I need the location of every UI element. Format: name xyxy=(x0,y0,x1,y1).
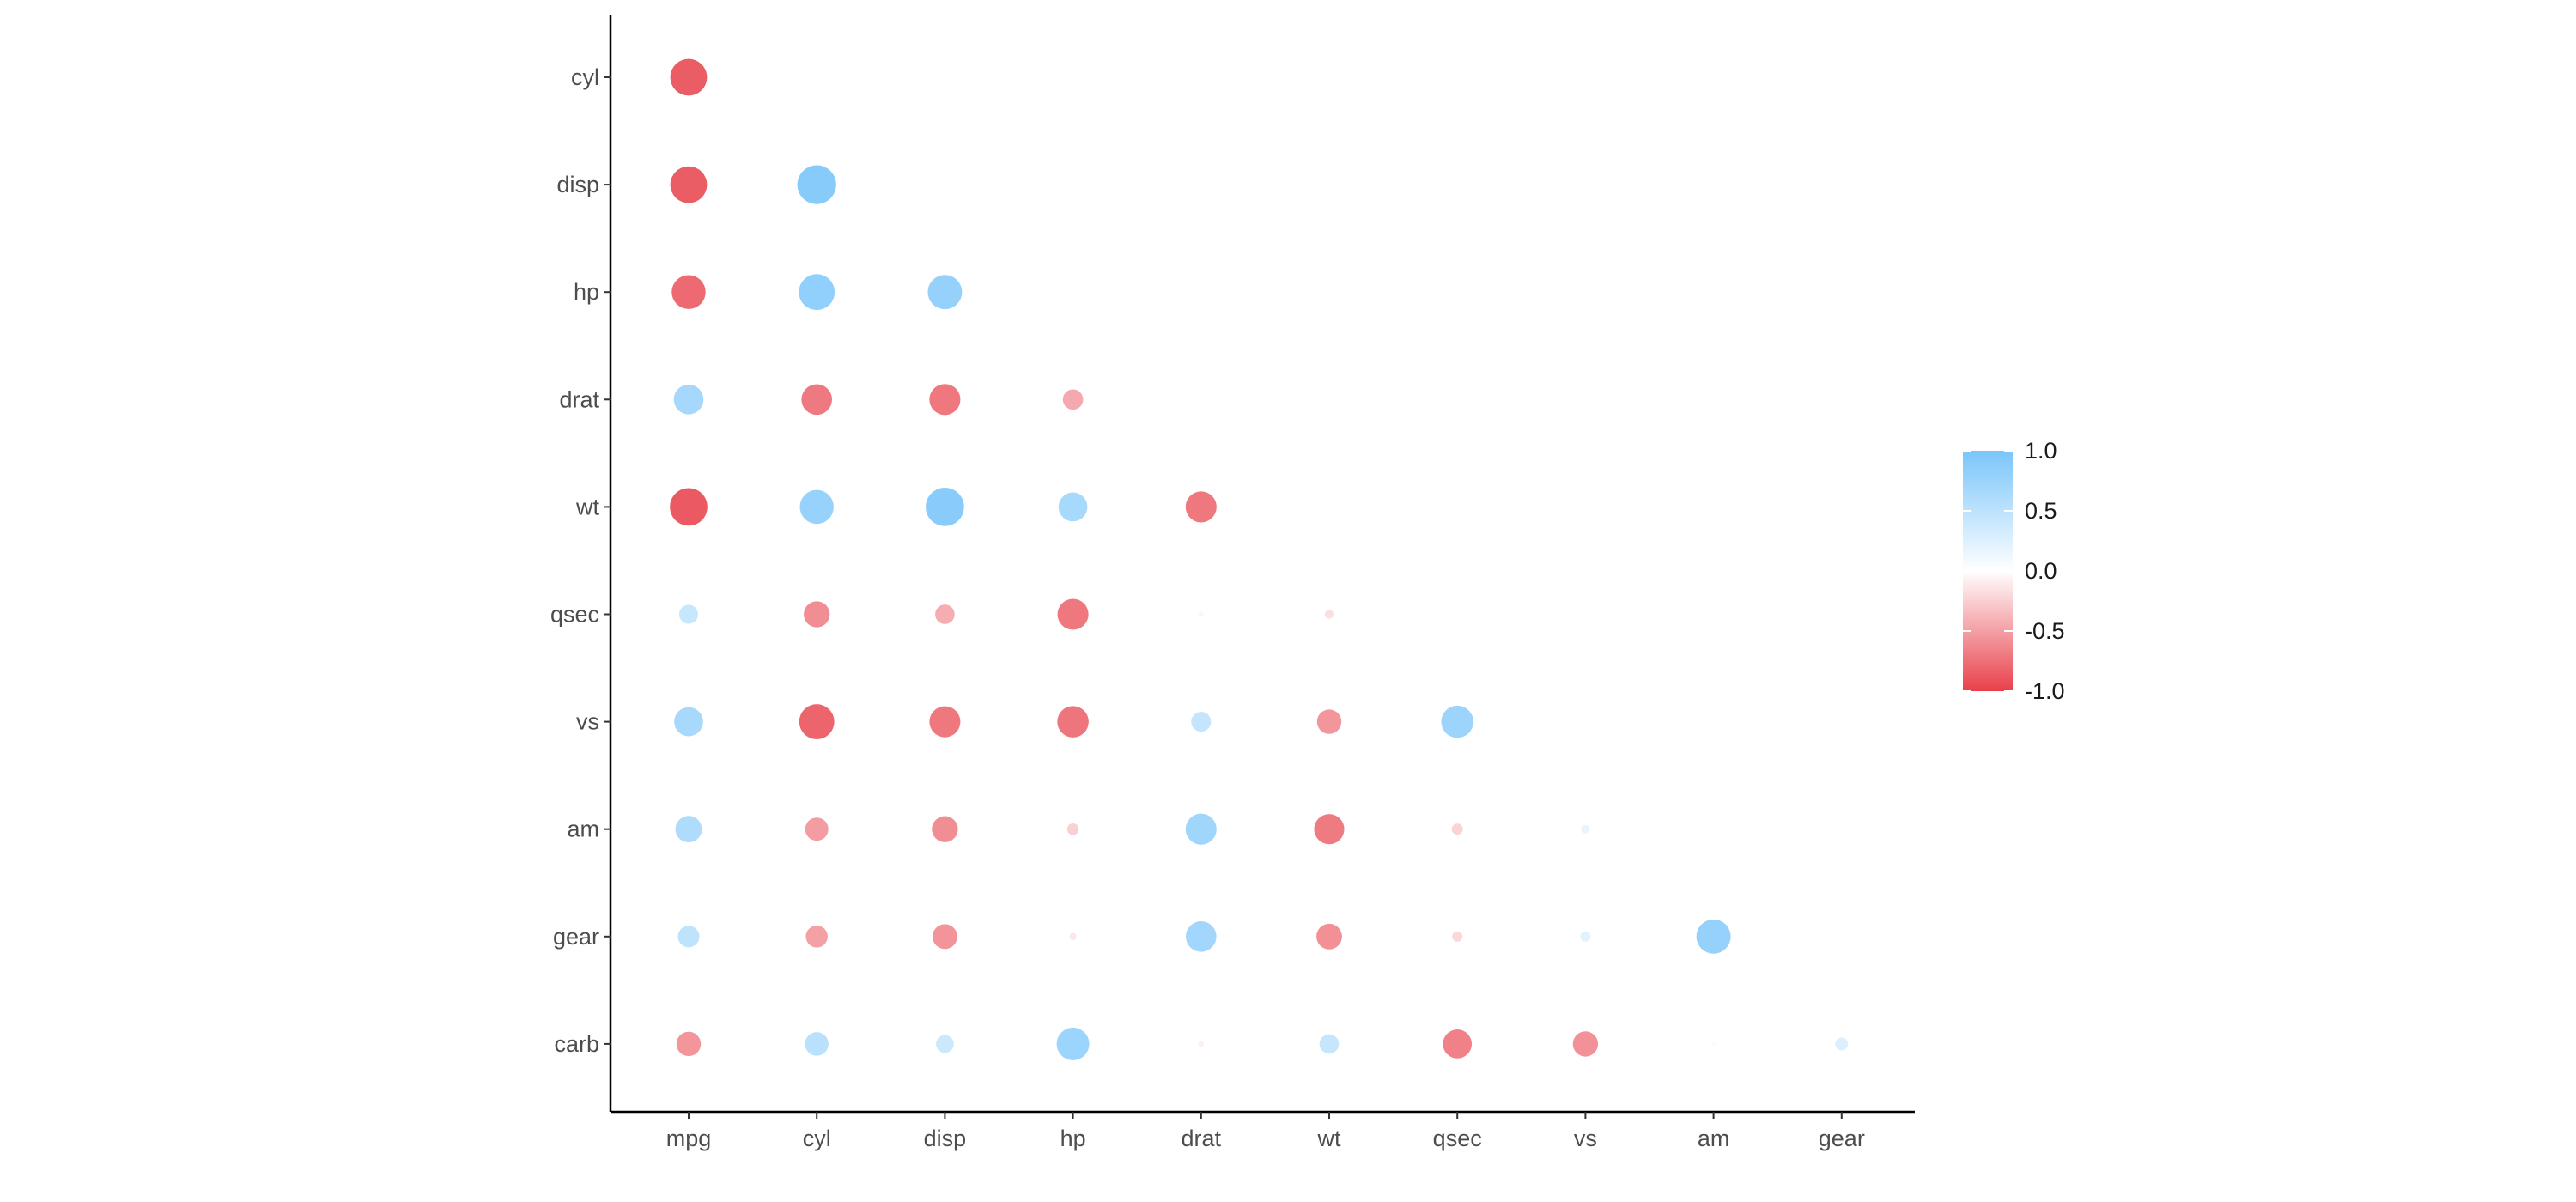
x-tick-label-vs: vs xyxy=(1574,1126,1597,1151)
x-tick-label-cyl: cyl xyxy=(803,1126,831,1151)
point-cyl-disp xyxy=(797,165,836,204)
point-vs-gear xyxy=(1580,931,1591,942)
y-tick-label-am: am xyxy=(567,817,599,842)
y-tick-label-gear: gear xyxy=(553,924,599,950)
point-hp-gear xyxy=(1069,932,1077,940)
point-cyl-wt xyxy=(799,489,834,525)
x-tick-label-gear: gear xyxy=(1819,1126,1865,1151)
point-disp-wt xyxy=(926,488,964,526)
point-cyl-gear xyxy=(805,926,828,948)
point-qsec-gear xyxy=(1452,931,1463,942)
legend-tick-label: 0.0 xyxy=(2025,558,2057,584)
point-hp-wt xyxy=(1058,492,1088,522)
point-hp-am xyxy=(1066,823,1079,835)
point-mpg-qsec xyxy=(678,604,699,624)
y-tick-label-qsec: qsec xyxy=(550,602,599,628)
point-disp-vs xyxy=(929,706,961,738)
point-qsec-am xyxy=(1451,823,1463,835)
y-tick-label-vs: vs xyxy=(576,709,599,735)
point-cyl-am xyxy=(805,817,829,841)
point-drat-qsec xyxy=(1198,611,1204,617)
point-mpg-cyl xyxy=(670,58,708,96)
x-tick-label-wt: wt xyxy=(1317,1126,1341,1151)
x-tick-label-mpg: mpg xyxy=(666,1126,712,1151)
points-layer xyxy=(670,58,1849,1060)
point-hp-carb xyxy=(1056,1027,1090,1060)
point-drat-carb xyxy=(1198,1041,1204,1047)
point-wt-vs xyxy=(1316,709,1342,734)
point-mpg-gear xyxy=(677,926,700,948)
point-qsec-carb xyxy=(1443,1029,1473,1059)
point-hp-vs xyxy=(1057,706,1089,738)
point-disp-hp xyxy=(927,275,963,310)
y-tick-label-carb: carb xyxy=(554,1031,599,1057)
point-disp-drat xyxy=(929,384,961,416)
legend-tick-label: -1.0 xyxy=(2025,678,2065,704)
point-drat-vs xyxy=(1191,712,1212,732)
y-ticks: cyl disp hp drat wt qsec vs am gear carb xyxy=(550,64,611,1057)
point-wt-qsec xyxy=(1324,610,1334,619)
point-disp-am xyxy=(932,816,958,842)
x-tick-label-drat: drat xyxy=(1182,1126,1222,1151)
point-cyl-hp xyxy=(799,274,835,311)
y-tick-label-drat: drat xyxy=(559,386,599,412)
legend-tick-label: -0.5 xyxy=(2025,618,2065,644)
y-tick-label-hp: hp xyxy=(574,279,599,305)
point-hp-qsec xyxy=(1057,598,1089,630)
legend-tick-label: 1.0 xyxy=(2025,438,2057,464)
point-disp-gear xyxy=(932,924,957,950)
y-tick-label-disp: disp xyxy=(556,172,599,197)
point-mpg-drat xyxy=(673,384,704,415)
point-mpg-disp xyxy=(670,166,708,203)
legend-ticks: 1.0 0.5 0.0 -0.5 -1.0 xyxy=(1963,438,2065,704)
legend-tick-label: 0.5 xyxy=(2025,498,2057,524)
point-cyl-carb xyxy=(805,1032,829,1056)
point-gear-carb xyxy=(1835,1037,1849,1051)
point-am-carb xyxy=(1711,1041,1716,1047)
point-mpg-am xyxy=(675,816,702,843)
point-wt-carb xyxy=(1319,1034,1340,1054)
x-ticks: mpg cyl disp hp drat wt qsec vs am gear xyxy=(666,1112,1865,1151)
color-legend: 1.0 0.5 0.0 -0.5 -1.0 xyxy=(1963,438,2065,704)
x-tick-label-am: am xyxy=(1698,1126,1730,1151)
point-disp-carb xyxy=(936,1035,954,1053)
point-qsec-vs xyxy=(1441,705,1473,738)
point-disp-qsec xyxy=(935,604,955,624)
point-mpg-hp xyxy=(671,275,706,309)
point-drat-am xyxy=(1185,813,1217,845)
point-mpg-vs xyxy=(674,707,703,737)
point-vs-am xyxy=(1581,824,1590,834)
y-tick-label-cyl: cyl xyxy=(571,64,599,90)
point-am-gear xyxy=(1696,919,1731,954)
x-tick-label-hp: hp xyxy=(1060,1126,1086,1151)
point-wt-am xyxy=(1314,814,1345,845)
point-cyl-qsec xyxy=(804,601,830,628)
point-hp-drat xyxy=(1062,389,1084,410)
point-cyl-drat xyxy=(801,384,832,416)
point-drat-wt xyxy=(1185,491,1217,523)
point-mpg-wt xyxy=(670,488,708,526)
x-tick-label-disp: disp xyxy=(924,1126,967,1151)
point-drat-gear xyxy=(1186,921,1217,952)
x-tick-label-qsec: qsec xyxy=(1433,1126,1482,1151)
point-cyl-vs xyxy=(799,704,835,740)
point-wt-gear xyxy=(1316,923,1342,950)
point-mpg-carb xyxy=(676,1031,702,1057)
y-tick-label-wt: wt xyxy=(575,494,599,519)
point-vs-carb xyxy=(1572,1031,1599,1057)
axes-layer xyxy=(609,15,1915,1114)
